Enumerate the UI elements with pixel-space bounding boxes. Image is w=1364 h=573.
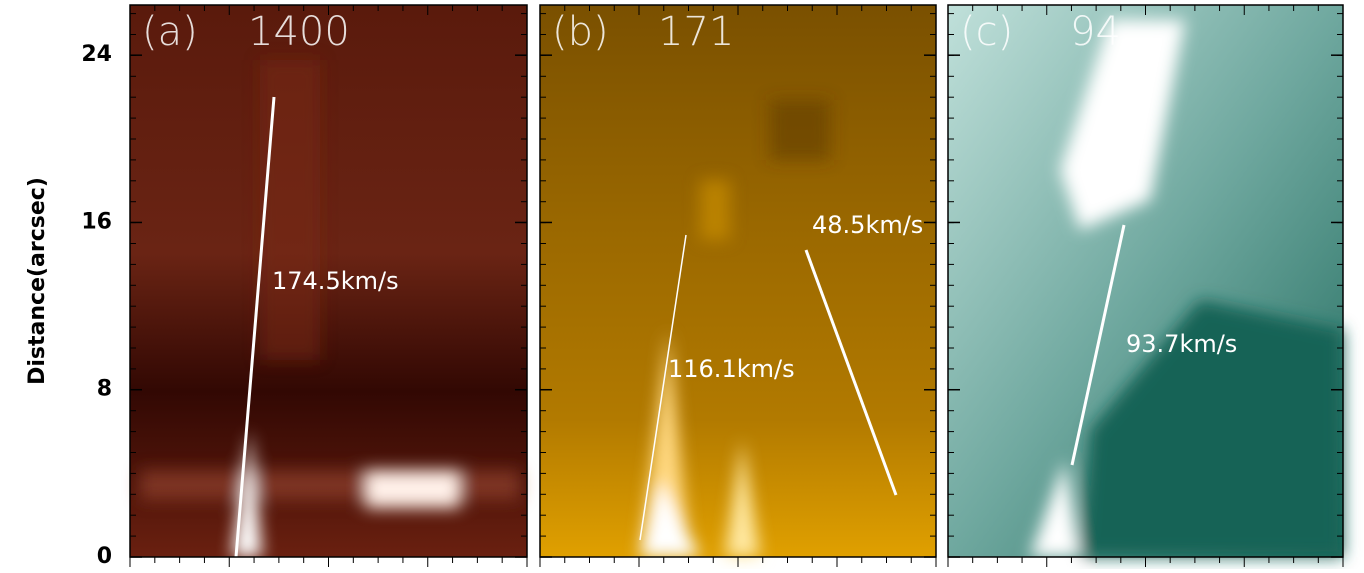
y-tick-label: 16 (81, 209, 112, 234)
panel-label: (c) (960, 9, 1013, 55)
y-tick-label: 24 (81, 42, 112, 67)
panel-label: (a) (142, 9, 198, 55)
y-tick-label: 0 (97, 544, 112, 569)
slope-line (639, 234, 687, 541)
slope-line (234, 96, 276, 558)
channel-label: 1400 (248, 9, 350, 55)
panel-label: (b) (552, 9, 609, 55)
panel-b-image (540, 5, 936, 557)
y-axis-label: Distance(arcsec) (25, 177, 50, 385)
slope-line (804, 249, 898, 496)
panel-c-image (948, 5, 1343, 557)
speed-label: 48.5km/s (812, 211, 923, 239)
panel-a-image (130, 5, 527, 557)
channel-label: 94 (1070, 9, 1121, 55)
panel-frames (129, 4, 1344, 558)
speed-label: 93.7km/s (1126, 330, 1237, 358)
y-tick-label: 8 (97, 377, 112, 402)
slope-line (1070, 224, 1126, 466)
speed-label: 116.1km/s (668, 355, 795, 383)
channel-label: 171 (658, 9, 734, 55)
speed-label: 174.5km/s (272, 267, 399, 295)
